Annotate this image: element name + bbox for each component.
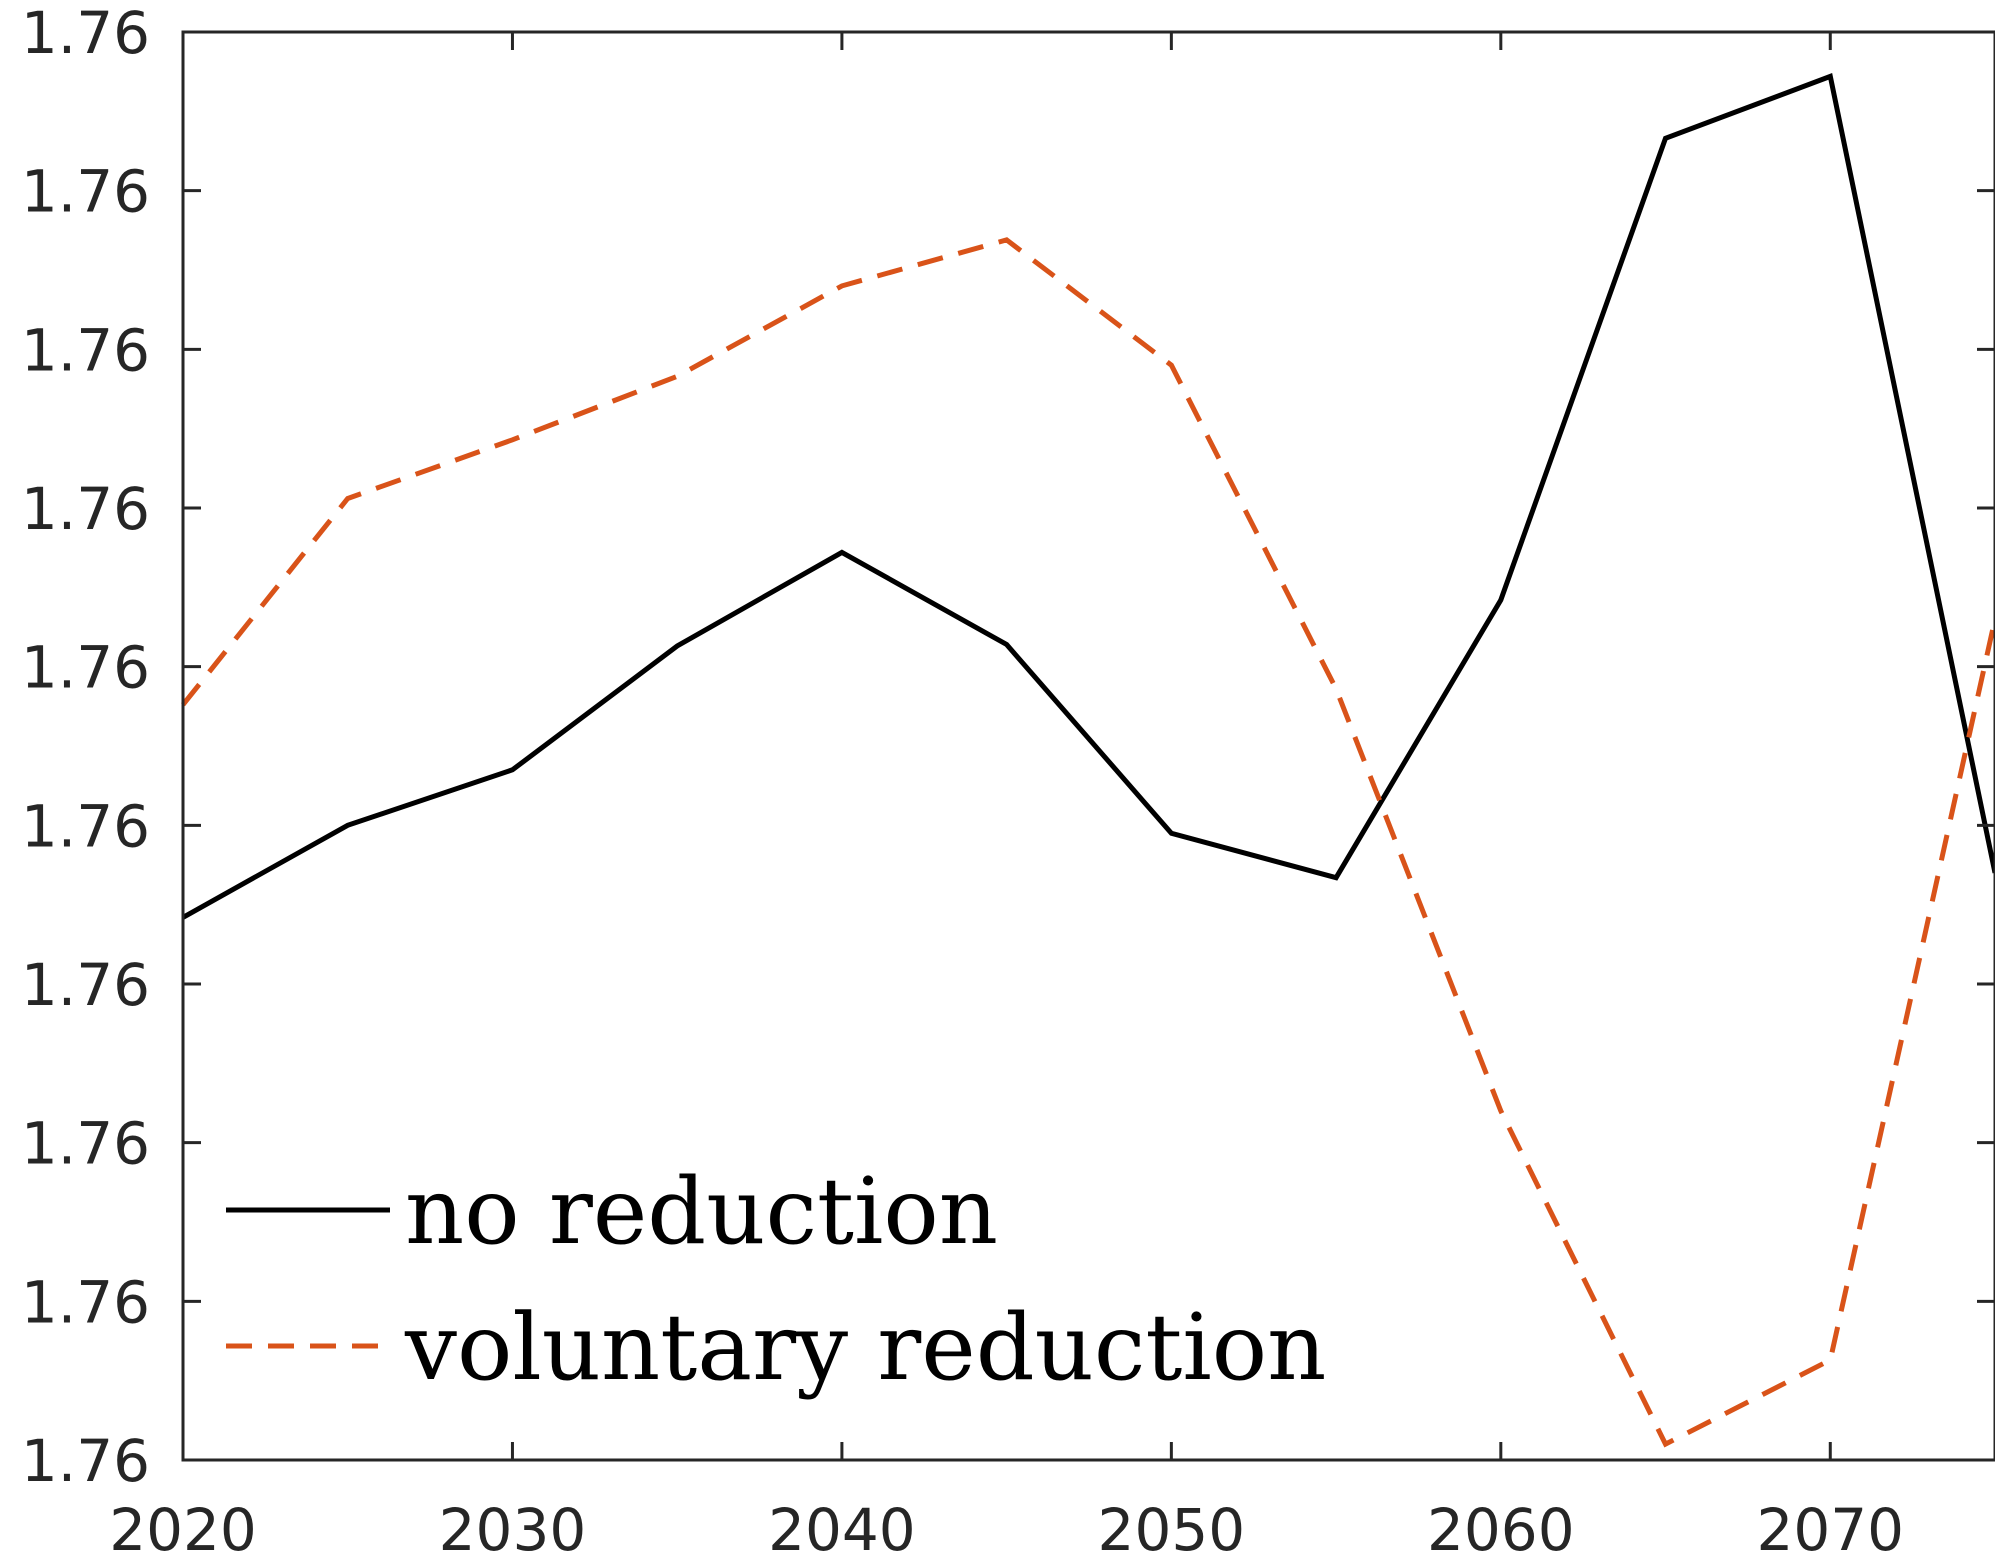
- series-line-no-reduction: [181, 73, 1995, 920]
- y-tick-label: 1.76: [21, 1110, 150, 1178]
- y-tick-label: 1.76: [21, 634, 150, 702]
- x-tick-label: 2030: [439, 1496, 587, 1554]
- legend-label-no-reduction: no reduction: [405, 1158, 998, 1265]
- y-tick-label: 1.76: [21, 1268, 150, 1336]
- y-tick-label: 1.76: [21, 792, 150, 860]
- y-tick-label: 1.76: [21, 951, 150, 1019]
- y-tick-label: 1.76: [21, 1427, 150, 1495]
- x-axis: 2020 2030 2040 2050 2060 2070: [109, 32, 1904, 1554]
- x-tick-label: 2060: [1427, 1496, 1575, 1554]
- plot-frame: [181, 30, 1995, 1462]
- legend: no reduction voluntary reduction: [226, 1158, 1326, 1401]
- x-tick-label: 2020: [109, 1496, 257, 1554]
- y-tick-label: 1.76: [21, 475, 150, 543]
- y-tick-label: 1.76: [21, 316, 150, 384]
- x-tick-label: 2040: [768, 1496, 916, 1554]
- legend-label-voluntary-reduction: voluntary reduction: [404, 1294, 1326, 1401]
- x-tick-label: 2070: [1756, 1496, 1904, 1554]
- y-axis: 1.76 1.76 1.76 1.76 1.76 1.76 1.76 1.76 1.76 1.76: [21, 0, 1995, 1495]
- y-tick-label: 1.76: [21, 0, 150, 67]
- y-tick-label: 1.76: [21, 158, 150, 226]
- series-line-voluntary-reduction: [181, 237, 1995, 1448]
- plot-lines: [181, 73, 1995, 1448]
- x-tick-label: 2050: [1098, 1496, 1246, 1554]
